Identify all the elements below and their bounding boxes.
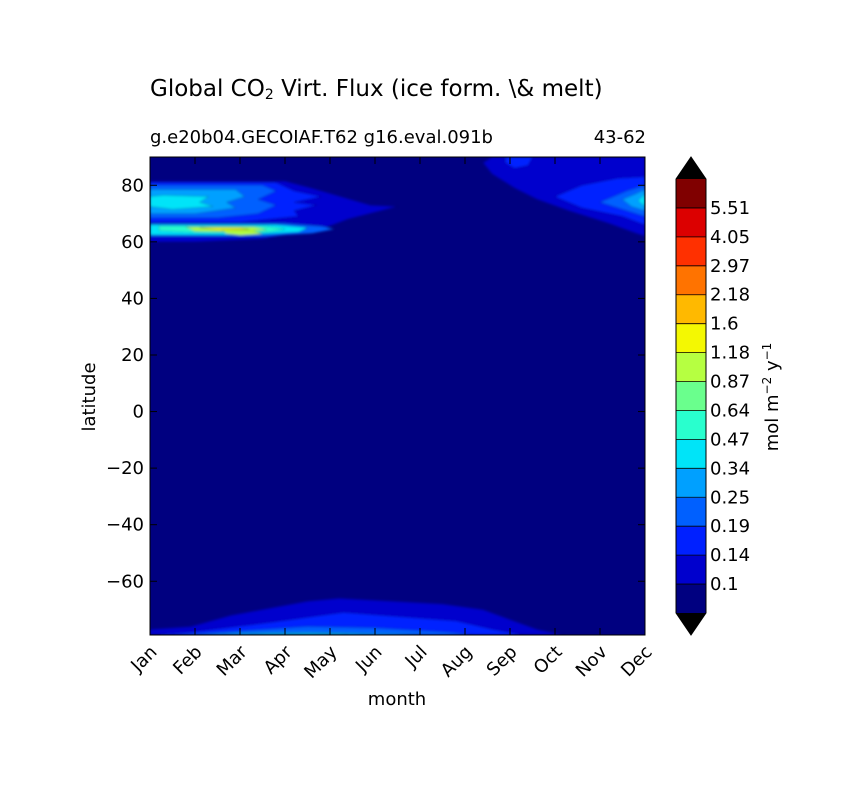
colorbar-tick-label-4: 0.34 [710,458,750,479]
colorbar-label-exp-y: −1 [760,343,774,361]
chart-title-suffix: Virt. Flux (ice form. \& melt) [273,76,603,102]
x-tick-label-dec: Dec [617,642,656,681]
colorbar-tick-label-12: 4.05 [710,227,750,248]
colorbar-segment-8 [676,352,706,383]
x-tick-label-sep: Sep [483,642,522,681]
colorbar-tick-label-11: 2.97 [710,256,750,277]
y-tick-label--40: −40 [106,515,144,536]
colorbar-segment-3 [676,497,706,527]
colorbar-segment-10 [676,294,706,325]
colorbar-segment-12 [676,236,706,267]
plot-frame [149,156,646,636]
arctic-autumn-band-6 [505,157,533,169]
x-tick-label-oct: Oct [530,642,567,679]
arctic-edge-band-5 [199,227,250,231]
run-name: g.e20b04.GECOIAF.T62 g16.eval.091b [150,127,493,148]
colorbar: 0.1 0.14 0.19 0.25 0.34 0.47 0.64 0.87 1.18 1.6 2.… [675,156,750,636]
colorbar-tick-label-1: 0.14 [710,545,750,566]
colorbar-tick-label-8: 1.18 [710,343,750,364]
y-tick-label-20: 20 [121,345,144,366]
colorbar-extend-max [676,157,706,179]
x-tick-label-jun: Jun [351,642,386,677]
arctic-edge-band-6 [221,229,263,236]
contour-field [150,157,645,635]
colorbar-segment-2 [676,526,706,556]
x-tick-label-apr: Apr [260,641,297,678]
colorbar-tick-label-2: 0.19 [710,516,750,537]
chart-title: Global CO2 Virt. Flux (ice form. \& melt… [150,76,603,103]
colorbar-tick-label-3: 0.25 [710,487,750,508]
colorbar-segment-11 [676,265,706,296]
arctic-autumn-band-3 [599,185,645,217]
x-tick-label-aug: Aug [437,642,477,682]
colorbar-tick-label-7: 0.87 [710,372,750,393]
arctic-spring-band-5 [150,194,214,210]
colorbar-outline [675,156,707,636]
colorbar-segment-9 [676,323,706,354]
colorbar-segment-1 [676,555,706,585]
colorbar-tick-label-0: 0.1 [710,574,739,595]
colorbar-segment-0 [676,584,706,614]
y-tick-label--60: −60 [106,571,144,592]
x-tick-label-jan: Jan [126,642,161,677]
y-tick-label-80: 80 [121,175,144,196]
arctic-autumn-band-5 [637,193,645,207]
colorbar-segment-7 [676,381,706,411]
colorbar-segment-5 [676,439,706,469]
x-tick-label-nov: Nov [572,641,612,681]
x-tick-label-mar: Mar [213,641,252,680]
colorbar-segment-13 [676,207,706,238]
colorbar-segment-6 [676,410,706,440]
colorbar-tick-label-9: 1.6 [710,314,739,335]
colorbar-segment-4 [676,468,706,498]
y-tick-label-0: 0 [133,402,144,423]
y-axis-label: latitude [79,362,100,431]
y-tick-label-40: 40 [121,288,144,309]
x-tick-label-may: May [300,641,341,682]
arctic-autumn-band-4 [622,189,645,211]
chart-title-prefix: Global CO [150,76,265,102]
colorbar-tick-label-6: 0.64 [710,400,750,421]
colorbar-segment-14 [676,179,706,209]
colorbar-label-unit-mol: mol m [762,394,783,451]
y-tick-label-60: 60 [121,232,144,253]
x-tick-label-feb: Feb [169,642,206,679]
colorbar-tick-label-13: 5.51 [710,198,750,219]
y-tick-label--20: −20 [106,458,144,479]
arctic-autumn-band-2 [554,176,645,226]
antarctic-band-2 [150,612,524,635]
colorbar-label-unit-y: y [762,360,783,377]
x-tick-label-jul: Jul [401,642,432,673]
colorbar-tick-label-10: 2.18 [710,285,750,306]
chart-title-subscript: 2 [264,87,274,103]
colorbar-label-exp-m: −2 [760,377,774,395]
colorbar-extend-min [676,613,706,635]
year-range: 43-62 [593,127,646,148]
x-axis-label: month [368,689,426,710]
colorbar-tick-label-5: 0.47 [710,429,750,450]
colorbar-label: mol m−2 y−1 [760,343,783,452]
